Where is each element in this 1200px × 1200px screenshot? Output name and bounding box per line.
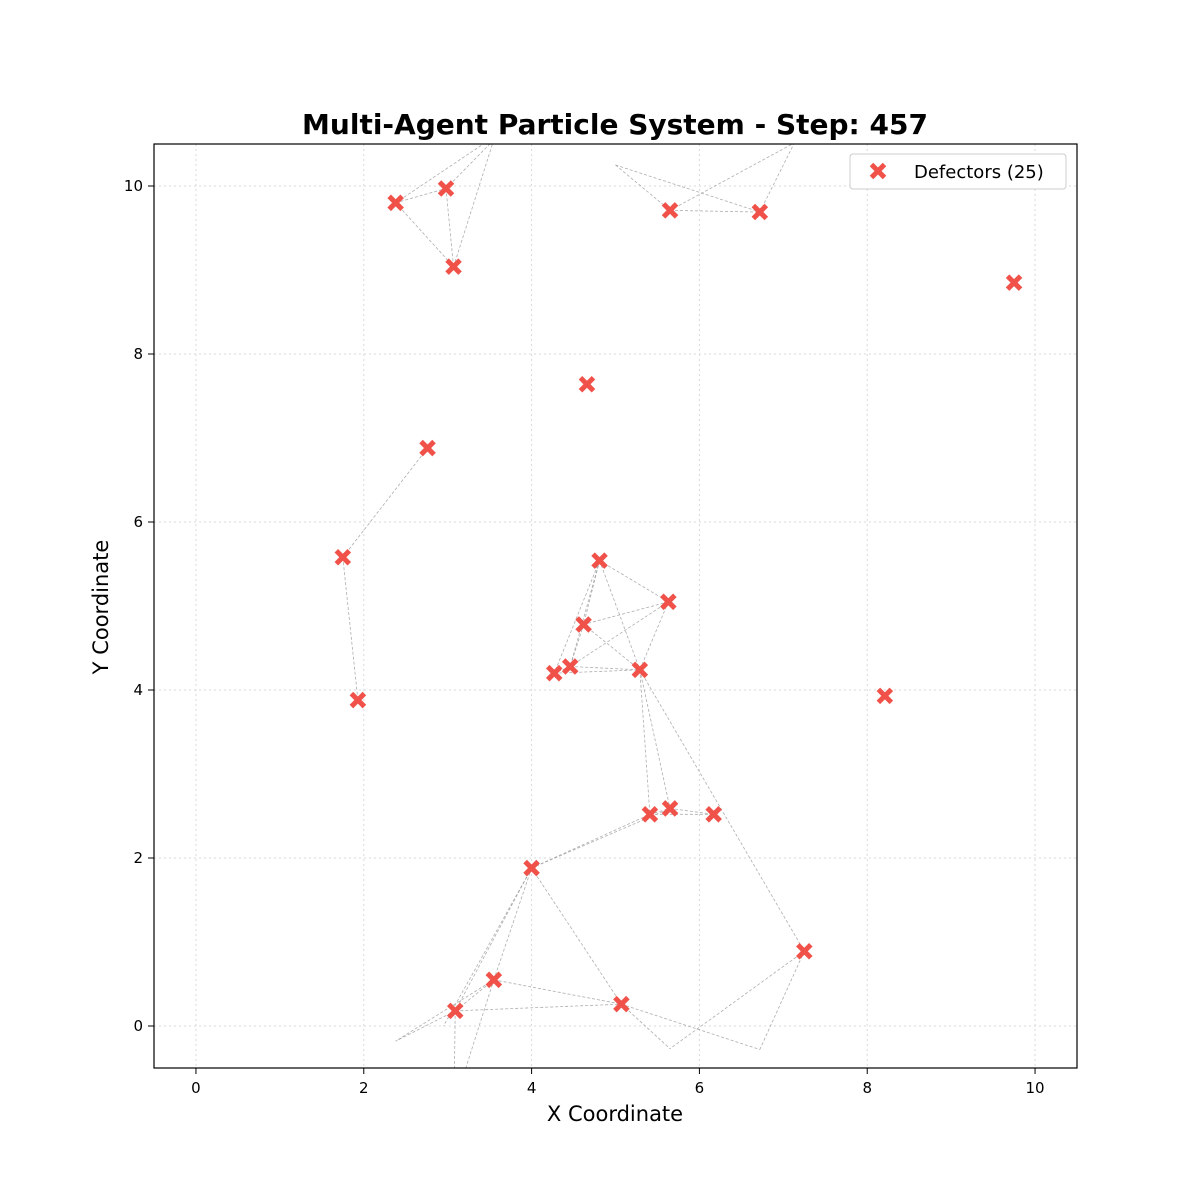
- neighbor-link: [570, 666, 640, 671]
- neighbor-link: [445, 144, 491, 189]
- defector-point: [705, 806, 722, 823]
- defector-point: [591, 552, 608, 569]
- neighbor-link: [583, 624, 641, 671]
- defector-point: [349, 691, 367, 709]
- neighbor-link: [639, 601, 669, 670]
- y-axis-label: Y Coordinate: [89, 540, 113, 676]
- y-tick-label: 6: [133, 513, 143, 531]
- neighbor-link: [454, 1010, 456, 1068]
- neighbor-link: [342, 557, 359, 701]
- defector-point: [661, 800, 679, 817]
- y-tick-label: 8: [133, 345, 143, 363]
- defector-point: [796, 942, 813, 960]
- y-tick-label: 4: [133, 681, 143, 699]
- neighbor-link: [554, 669, 640, 674]
- legend-label: Defectors (25): [914, 162, 1044, 183]
- x-tick-label: 0: [191, 1079, 201, 1097]
- neighbor-link: [569, 624, 584, 667]
- neighbor-link: [395, 979, 495, 1042]
- defector-point: [613, 995, 630, 1013]
- neighbor-link: [639, 669, 651, 815]
- neighbor-link: [531, 867, 622, 1005]
- neighbor-link: [455, 1003, 622, 1012]
- defector-point: [660, 593, 677, 611]
- defector-point: [1005, 274, 1023, 291]
- legend-marker-x: [869, 162, 887, 180]
- defector-point: [445, 258, 462, 275]
- neighbor-link: [395, 188, 447, 204]
- defector-points: [334, 180, 1023, 1020]
- legend: Defectors (25): [849, 153, 1067, 190]
- defector-point: [575, 616, 592, 633]
- neighbor-link: [395, 202, 454, 267]
- neighbor-link: [669, 808, 714, 815]
- neighbor-link: [639, 669, 671, 809]
- neighbor-link: [342, 447, 428, 558]
- neighbor-link: [615, 164, 671, 211]
- defector-point: [641, 806, 659, 823]
- y-tick-label: 0: [133, 1017, 143, 1035]
- neighbor-link: [453, 144, 493, 267]
- defector-point: [485, 971, 503, 989]
- plot-frame: [153, 143, 1078, 1069]
- defector-point: [876, 687, 894, 705]
- neighbor-link: [621, 1003, 760, 1050]
- y-axis-ticks: 0 2 4 6 8 10: [124, 177, 154, 1035]
- neighbor-link: [454, 867, 532, 1012]
- defector-point: [578, 375, 596, 393]
- neighbor-link: [615, 164, 760, 213]
- grid-lines: [154, 144, 1077, 1068]
- defector-point: [446, 1002, 464, 1020]
- defector-point: [751, 203, 769, 221]
- neighbor-link: [569, 560, 600, 667]
- defector-point: [631, 661, 649, 679]
- legend-box: [849, 153, 1067, 190]
- x-tick-label: 8: [862, 1079, 872, 1097]
- x-axis-ticks: 0 2 4 6 8 10: [191, 1068, 1045, 1097]
- neighbor-link: [445, 188, 454, 267]
- neighbor-link: [395, 1010, 456, 1042]
- neighbor-link: [553, 560, 600, 674]
- x-tick-label: 4: [527, 1079, 537, 1097]
- neighbor-link: [493, 979, 622, 1005]
- x-tick-label: 10: [1025, 1079, 1044, 1097]
- neighbor-link: [531, 813, 651, 869]
- chart-title: Multi-Agent Particle System - Step: 457: [302, 108, 928, 141]
- neighbor-link: [443, 867, 532, 1027]
- neighbor-link: [639, 669, 805, 952]
- x-tick-label: 2: [359, 1079, 369, 1097]
- neighbor-link: [621, 1003, 671, 1049]
- neighbor-link: [669, 950, 805, 1050]
- neighbor-links: [342, 144, 805, 1068]
- neighbor-link: [599, 560, 641, 670]
- x-tick-label: 6: [695, 1079, 705, 1097]
- neighbor-link: [759, 951, 805, 1050]
- y-tick-label: 10: [124, 177, 143, 195]
- neighbor-link: [395, 144, 485, 204]
- neighbor-link: [759, 144, 795, 213]
- legend-marker: [869, 162, 887, 180]
- defector-point: [545, 664, 563, 682]
- defector-point: [437, 180, 455, 197]
- defector-point: [334, 549, 352, 566]
- neighbor-link: [599, 560, 669, 603]
- defector-point: [523, 859, 540, 877]
- neighbor-link: [465, 979, 495, 1068]
- defector-point: [661, 202, 679, 219]
- defector-point: [561, 658, 579, 675]
- neighbor-link: [569, 601, 669, 667]
- x-axis-label: X Coordinate: [547, 1102, 683, 1126]
- defector-point: [387, 194, 404, 212]
- defector-point: [419, 439, 436, 457]
- y-tick-label: 2: [133, 849, 143, 867]
